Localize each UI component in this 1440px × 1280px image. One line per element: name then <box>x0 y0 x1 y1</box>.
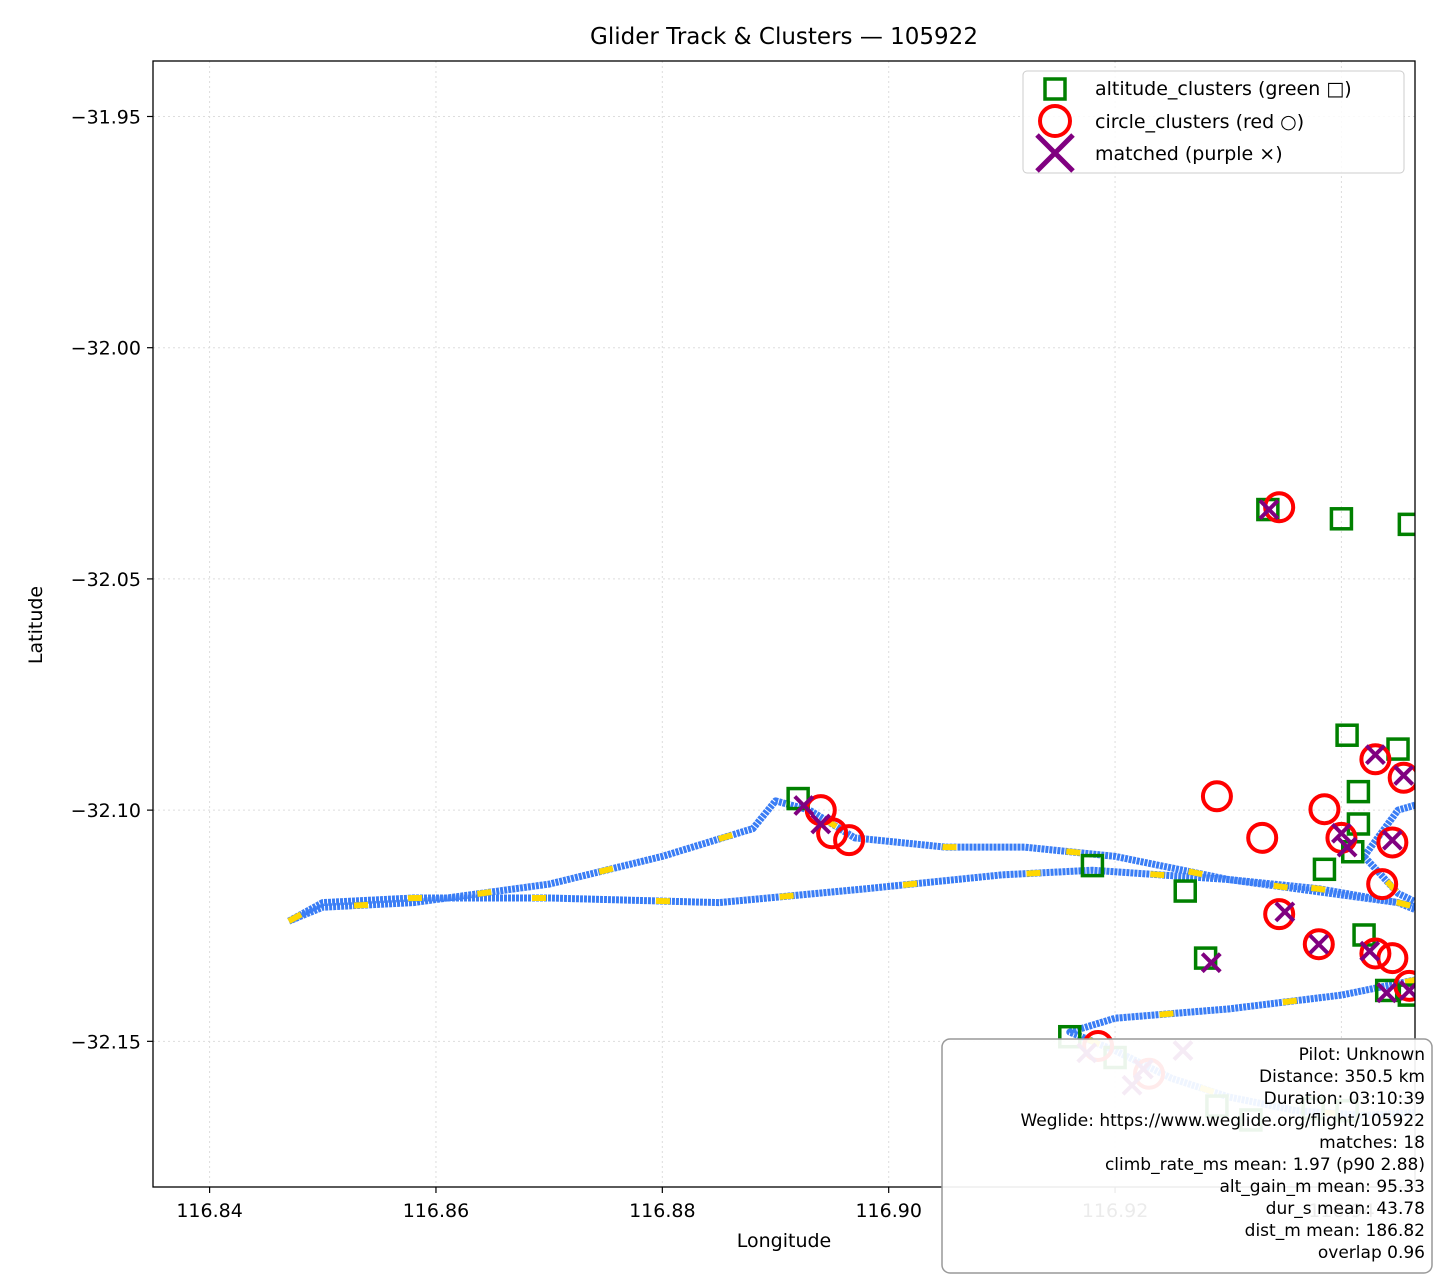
y-axis-label: Latitude <box>25 586 47 664</box>
legend-box <box>1022 70 1405 174</box>
info-climb-rate: climb_rate_ms mean: 1.97 (p90 2.88) <box>1105 1155 1425 1175</box>
legend-label-circle: circle_clusters (red ○) <box>1095 111 1304 133</box>
y-tick-label: −32.10 <box>71 800 141 822</box>
plot-frame <box>152 60 1416 1188</box>
x-tick-label: 116.90 <box>855 1200 921 1222</box>
info-duration-mean: dur_s mean: 43.78 <box>1266 1199 1425 1219</box>
y-tick-label: −31.95 <box>71 106 141 128</box>
y-tick-label: −32.15 <box>71 1031 141 1053</box>
x-tick-label: 116.88 <box>629 1200 695 1222</box>
circle-cluster-marker <box>833 824 866 857</box>
circle-cluster-marker <box>1200 780 1233 813</box>
info-box-frame <box>941 1038 1433 1274</box>
circle-cluster-marker <box>1376 826 1409 859</box>
legend-label-altitude: altitude_clusters (green □) <box>1095 78 1352 100</box>
matched-marker <box>1393 765 1415 786</box>
altitude-cluster-marker <box>1386 737 1410 761</box>
info-box: Pilot: Unknown Distance: 350.5 km Durati… <box>941 1038 1433 1274</box>
altitude-cluster-marker <box>1329 507 1354 531</box>
matched-marker <box>1200 952 1222 974</box>
info-weglide-link[interactable]: Weglide: https://www.weglide.org/flight/… <box>1020 1111 1425 1131</box>
matched-marker <box>1258 499 1280 520</box>
matched-marker <box>1398 980 1415 1001</box>
altitude-cluster-marker <box>1335 723 1359 747</box>
matched-marker <box>1364 744 1386 766</box>
altitude-cluster-marker <box>1080 853 1105 878</box>
x-tick-label: 116.84 <box>176 1200 242 1222</box>
circle-cluster-marker <box>1366 868 1399 901</box>
matched-marker <box>1336 836 1358 858</box>
y-axis-ticks: −31.95 −32.00 −32.05 −32.10 −32.15 <box>71 106 153 1053</box>
matched-marker <box>810 813 832 835</box>
chart-title: Glider Track & Clusters — 105922 <box>590 24 978 50</box>
y-tick-label: −32.05 <box>71 569 141 591</box>
matched-marker <box>1308 933 1330 955</box>
altitude-cluster-marker <box>1346 779 1371 804</box>
info-pilot: Pilot: Unknown <box>1299 1045 1425 1065</box>
legend: altitude_clusters (green □) circle_clust… <box>1022 70 1405 174</box>
matched-marker <box>1331 822 1352 844</box>
matched-marker <box>1274 901 1296 923</box>
legend-label-matched: matched (purple ×) <box>1095 143 1283 165</box>
altitude-cluster-marker <box>1397 512 1415 537</box>
info-alt-gain: alt_gain_m mean: 95.33 <box>1220 1177 1426 1197</box>
info-distance-mean: dist_m mean: 186.82 <box>1245 1221 1425 1241</box>
circle-cluster-marker <box>1263 898 1296 931</box>
info-duration: Duration: 03:10:39 <box>1264 1089 1425 1109</box>
circle-cluster-marker <box>1359 743 1392 776</box>
matched-marker <box>793 795 815 816</box>
matched-marker <box>1359 940 1381 962</box>
x-axis-label: Longitude <box>737 1230 832 1252</box>
matched-marker <box>1381 829 1403 851</box>
circle-cluster-marker <box>1387 761 1415 794</box>
circle-cluster-marker <box>1308 793 1341 826</box>
legend-x-marker <box>1035 133 1075 173</box>
info-matches: matches: 18 <box>1319 1133 1425 1153</box>
matched-marker <box>1376 982 1398 1004</box>
circle-cluster-marker <box>1302 928 1335 961</box>
legend-square-marker <box>1043 77 1067 101</box>
y-tick-label: −32.00 <box>71 338 141 360</box>
circle-cluster-marker <box>816 817 849 850</box>
x-tick-label: 116.86 <box>403 1200 469 1222</box>
circle-cluster-marker <box>1359 937 1392 970</box>
altitude-cluster-marker <box>1312 857 1337 882</box>
altitude-cluster-marker <box>1173 879 1197 903</box>
circle-cluster-marker <box>1246 821 1279 854</box>
info-overlap: overlap 0.96 <box>1318 1243 1425 1263</box>
info-distance: Distance: 350.5 km <box>1259 1067 1425 1087</box>
legend-circle-marker <box>1038 104 1072 138</box>
